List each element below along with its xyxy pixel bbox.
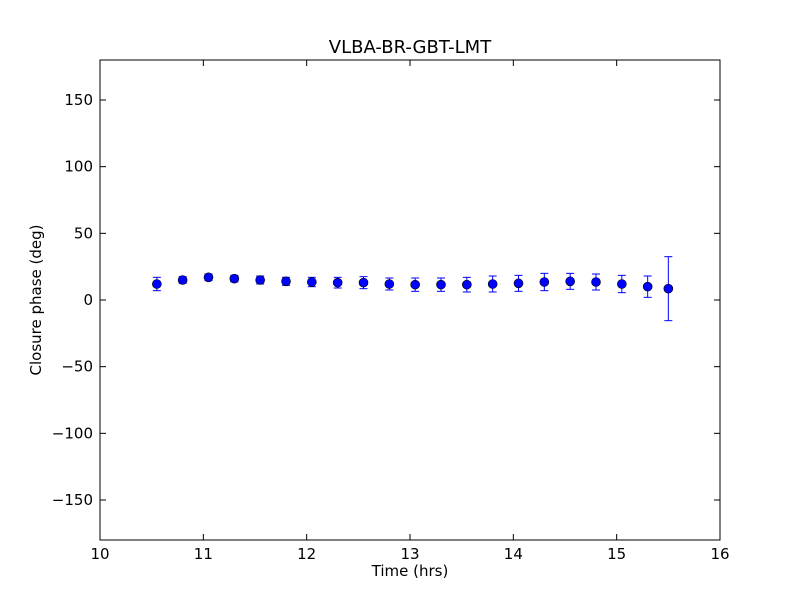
y-tick-label: −50	[61, 358, 93, 376]
data-point	[177, 275, 188, 285]
data-point	[487, 279, 498, 289]
data-point	[410, 279, 420, 290]
data-point	[384, 279, 395, 289]
data-point	[281, 276, 291, 287]
data-point	[642, 281, 653, 292]
data-point	[617, 279, 627, 289]
data-point	[255, 275, 265, 285]
x-tick-label: 14	[504, 545, 523, 563]
y-axis-label: Closure phase (deg)	[27, 225, 45, 376]
x-tick-label: 16	[710, 545, 729, 563]
plot-frame	[99, 59, 721, 541]
x-tick-label: 11	[194, 545, 213, 563]
data-point	[358, 277, 369, 288]
data-point	[229, 273, 240, 284]
x-axis-label: Time (hrs)	[371, 562, 449, 580]
data-point	[663, 283, 674, 294]
data-point	[539, 277, 550, 287]
chart-title: VLBA-BR-GBT-LMT	[329, 37, 492, 58]
plot-marks: 10 11 12 13 14 15 16 −150 −100 −50 0 50 100 150	[52, 60, 730, 563]
data-point	[307, 277, 317, 287]
x-tick-label: 15	[607, 545, 626, 563]
data-point	[565, 276, 575, 287]
x-tick-label: 12	[297, 545, 316, 563]
data-point	[462, 279, 472, 290]
x-tick-label: 10	[90, 545, 109, 563]
data-point	[591, 277, 601, 287]
data-point	[436, 279, 446, 290]
data-point	[332, 277, 343, 288]
data-point	[513, 278, 524, 289]
x-tick-label: 13	[400, 545, 419, 563]
y-tick-label: −100	[52, 424, 93, 442]
y-tick-label: −150	[52, 491, 93, 509]
data-point	[203, 272, 214, 283]
data-point	[152, 279, 162, 289]
y-tick-label: 50	[74, 224, 93, 242]
y-tick-label: 0	[83, 291, 93, 309]
y-tick-label: 150	[64, 91, 93, 109]
y-tick-label: 100	[64, 158, 93, 176]
